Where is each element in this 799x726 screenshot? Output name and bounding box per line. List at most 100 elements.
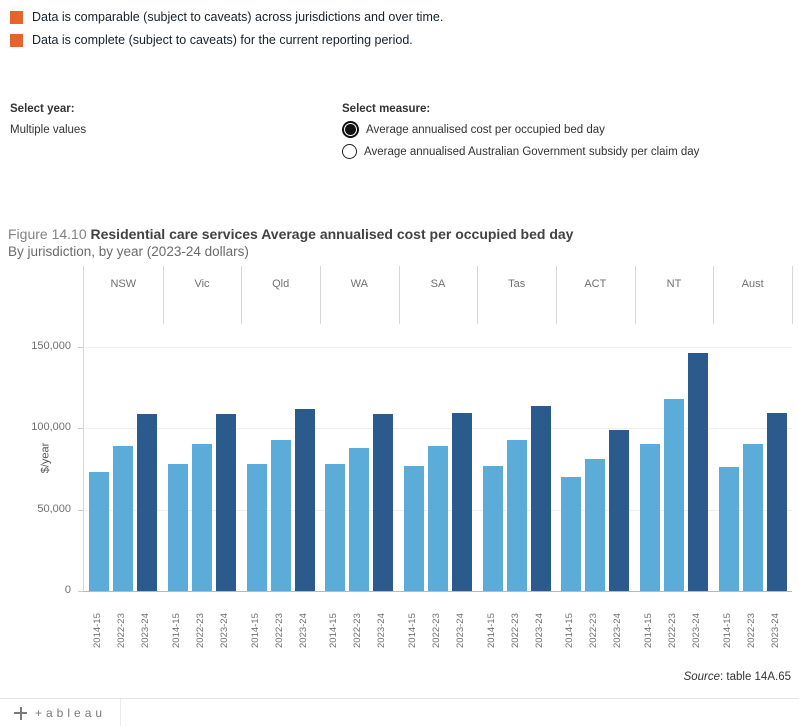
bar-nt-2022-23[interactable] xyxy=(664,399,684,591)
bar-sa-2022-23[interactable] xyxy=(428,446,448,591)
legend-item-label: Data is complete (subject to caveats) fo… xyxy=(32,33,413,47)
legend-item-label: Data is comparable (subject to caveats) … xyxy=(32,10,444,24)
bar-nt-2023-24[interactable] xyxy=(688,353,708,591)
bar-nsw-2023-24[interactable] xyxy=(137,414,158,591)
x-tick-label: 2023-24 xyxy=(140,613,152,648)
bar-nsw-2014-15[interactable] xyxy=(89,472,110,591)
bar-nt-2014-15[interactable] xyxy=(640,444,660,591)
x-tick-label: 2023-24 xyxy=(297,613,309,648)
bar-aust-2014-15[interactable] xyxy=(718,467,739,591)
pane-header-vic: Vic xyxy=(194,278,210,290)
x-tick-label: 2023-24 xyxy=(455,613,466,648)
radio-selected-icon[interactable] xyxy=(342,121,359,138)
figure-title-text: Residential care services Average annual… xyxy=(90,226,574,242)
figure-number: Figure 14.10 xyxy=(8,226,87,242)
pane-divider xyxy=(634,266,636,324)
y-tick-label: 0 xyxy=(64,584,71,596)
y-tick-mark xyxy=(78,591,83,592)
x-axis-labels: 2014-15 2014-15 2014-15 2014-15 2014-15 2014-… xyxy=(83,595,791,651)
source-note: Source: table 14A.65 xyxy=(8,671,791,683)
x-tick-label: 2022-23 xyxy=(667,613,678,648)
figure-subtitle: By jurisdiction, by year (2023-24 dollar… xyxy=(8,244,249,259)
bar-aust-2022-23[interactable] xyxy=(742,444,763,591)
bar-wa-2023-24[interactable] xyxy=(373,414,394,591)
select-year-value[interactable]: Multiple values xyxy=(10,124,87,136)
jurisdiction-headers: NSW Vic Qld WA SA Tas ACT NT Aust xyxy=(83,266,793,324)
x-tick-label: 2023-24 xyxy=(376,613,388,648)
y-tick-mark xyxy=(78,346,83,348)
select-year-control[interactable]: Select year: Multiple values xyxy=(10,103,86,136)
pane-divider xyxy=(162,266,164,324)
tableau-footer: +ableau xyxy=(0,698,799,726)
bar-vic-2022-23[interactable] xyxy=(192,444,212,591)
gridline xyxy=(84,428,792,430)
bar-qld-2023-24[interactable] xyxy=(294,409,315,591)
pane-divider xyxy=(398,266,400,324)
x-tick-label: 2022-23 xyxy=(195,613,206,648)
bar-wa-2022-23[interactable] xyxy=(349,448,370,591)
x-tick-label: 2014-15 xyxy=(92,613,104,648)
source-prefix: Source xyxy=(683,671,721,683)
y-tick-label: 50,000 xyxy=(37,502,71,515)
x-tick-label: 2014-15 xyxy=(407,613,418,648)
measure-option-subsidy[interactable]: Average annualised Australian Government… xyxy=(342,144,699,159)
y-tick-label: 150,000 xyxy=(31,339,71,352)
gridline xyxy=(84,346,792,348)
x-tick-label: 2022-23 xyxy=(509,613,521,648)
x-tick-label: 2022-23 xyxy=(273,613,285,648)
pane-divider xyxy=(713,266,715,324)
pane-divider xyxy=(556,266,557,324)
x-tick-label: 2014-15 xyxy=(249,613,261,648)
measure-option-label: Average annualised cost per occupied bed… xyxy=(366,123,605,136)
bar-sa-2014-15[interactable] xyxy=(404,466,424,591)
pane-header-qld: Qld xyxy=(272,278,290,290)
x-tick-label: 2014-15 xyxy=(171,613,182,648)
source-text: : table 14A.65 xyxy=(720,671,791,683)
legend-item-comparable: Data is comparable (subject to caveats) … xyxy=(10,10,443,24)
bar-vic-2023-24[interactable] xyxy=(216,414,236,591)
x-tick-label: 2022-23 xyxy=(431,613,442,648)
bar-act-2022-23[interactable] xyxy=(585,459,606,591)
plot-area xyxy=(83,324,792,592)
bar-nsw-2022-23[interactable] xyxy=(113,446,134,591)
x-tick-label: 2014-15 xyxy=(328,613,340,648)
bar-act-2023-24[interactable] xyxy=(609,430,630,591)
x-tick-label: 2023-24 xyxy=(219,613,230,648)
pane-header-aust: Aust xyxy=(741,278,764,290)
bar-tas-2014-15[interactable] xyxy=(482,466,503,591)
bar-qld-2014-15[interactable] xyxy=(246,464,267,591)
select-year-label: Select year: xyxy=(10,103,75,115)
pane-divider xyxy=(320,266,321,324)
pane-header-wa: WA xyxy=(350,278,368,290)
bar-tas-2022-23[interactable] xyxy=(506,440,527,591)
select-measure-label: Select measure: xyxy=(342,103,431,115)
bar-qld-2022-23[interactable] xyxy=(270,440,291,591)
tableau-logo[interactable]: +ableau xyxy=(0,699,122,726)
y-tick-mark xyxy=(78,509,83,511)
pane-header-nt: NT xyxy=(666,278,682,290)
caveat-legend: Data is comparable (subject to caveats) … xyxy=(10,10,443,56)
x-tick-label: 2014-15 xyxy=(485,613,497,648)
radio-unselected-icon[interactable] xyxy=(342,144,357,159)
pane-header-tas: Tas xyxy=(508,278,526,290)
y-tick-label: 100,000 xyxy=(31,421,71,434)
bar-aust-2023-24[interactable] xyxy=(766,413,787,591)
legend-item-complete: Data is complete (subject to caveats) fo… xyxy=(10,33,443,47)
pane-header-sa: SA xyxy=(430,278,446,290)
x-tick-label: 2014-15 xyxy=(721,613,733,648)
x-tick-label: 2023-24 xyxy=(612,613,624,648)
bar-act-2014-15[interactable] xyxy=(561,477,582,591)
select-measure-control: Select measure: Average annualised cost … xyxy=(342,103,699,159)
x-tick-label: 2023-24 xyxy=(769,613,781,648)
pane-divider xyxy=(241,266,243,324)
y-axis: 0 50,000 100,000 150,000 xyxy=(8,324,83,596)
tableau-star-icon xyxy=(14,706,27,720)
bar-vic-2014-15[interactable] xyxy=(168,464,188,591)
measure-option-cost[interactable]: Average annualised cost per occupied bed… xyxy=(342,121,699,138)
bar-sa-2023-24[interactable] xyxy=(452,413,472,591)
x-tick-label: 2022-23 xyxy=(352,613,364,648)
bar-tas-2023-24[interactable] xyxy=(530,406,551,591)
bar-wa-2014-15[interactable] xyxy=(325,464,346,591)
orange-square-icon xyxy=(10,33,23,47)
y-tick-mark xyxy=(78,428,83,430)
